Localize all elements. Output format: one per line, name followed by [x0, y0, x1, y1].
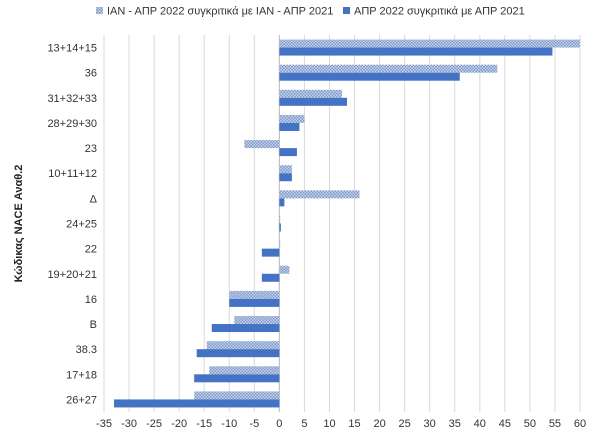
bar-jan-apr-1 [279, 64, 498, 73]
bar-apr-10 [229, 298, 280, 307]
category-label: 36 [85, 68, 97, 80]
bar-apr-1 [279, 72, 460, 81]
bar-jan-apr-14 [194, 391, 280, 400]
bar-jan-apr-13 [209, 366, 280, 375]
bar-apr-11 [211, 324, 280, 333]
x-tick-label: 0 [276, 418, 282, 430]
legend-swatch [343, 7, 350, 14]
bar-apr-0 [279, 47, 553, 56]
x-tick-label: 60 [574, 418, 586, 430]
bar-apr-9 [261, 273, 280, 282]
x-tick-label: 5 [301, 418, 307, 430]
bar-jan-apr-6 [279, 190, 360, 199]
x-tick-label: -20 [171, 418, 187, 430]
bar-apr-7 [279, 223, 281, 232]
x-tick-label: -15 [196, 418, 212, 430]
category-label: 13+14+15 [47, 43, 97, 55]
bar-jan-apr-2 [279, 89, 342, 98]
bar-apr-12 [196, 349, 280, 358]
bar-jan-apr-4 [244, 140, 280, 149]
bar-jan-apr-11 [234, 316, 280, 325]
bar-apr-8 [261, 248, 280, 257]
category-label: 26+27 [66, 394, 97, 406]
x-tick-label: -30 [121, 418, 137, 430]
bar-jan-apr-5 [279, 165, 292, 174]
legend: ΙΑΝ - ΑΠΡ 2022 συγκριτικά με ΙΑΝ - ΑΠΡ 2… [96, 6, 525, 18]
bar-apr-2 [279, 97, 348, 106]
bar-apr-14 [114, 399, 280, 408]
x-tick-label: 50 [524, 418, 536, 430]
x-tick-label: 35 [449, 418, 461, 430]
bar-jan-apr-0 [279, 39, 580, 48]
x-tick-label: -25 [146, 418, 162, 430]
x-tick-label: 55 [549, 418, 561, 430]
category-label: 38.3 [76, 344, 97, 356]
bar-jan-apr-9 [279, 265, 290, 274]
category-label: 16 [85, 294, 97, 306]
bar-jan-apr-8 [279, 240, 281, 249]
x-axis-labels: -35 -30 -25 -20 -15 -10 -5 0 5 10 15 20 25 30 35 40 45 50… [96, 418, 586, 430]
y-axis-labels: 13+14+15 36 31+32+33 28+29+30 23 10+11+12 Δ 24+… [47, 43, 97, 407]
category-label: 22 [85, 244, 97, 256]
bars [114, 39, 580, 408]
category-label: 23 [85, 143, 97, 155]
category-label: 31+32+33 [47, 93, 97, 105]
bar-apr-4 [279, 148, 297, 157]
legend-label: ΑΠΡ 2022 συγκριτικά με ΑΠΡ 2021 [354, 6, 525, 18]
category-label: B [90, 319, 97, 331]
category-label: 24+25 [66, 219, 97, 231]
x-tick-label: 25 [399, 418, 411, 430]
x-tick-label: -10 [221, 418, 237, 430]
bar-apr-13 [194, 374, 280, 383]
category-label: 10+11+12 [48, 168, 97, 180]
legend-label: ΙΑΝ - ΑΠΡ 2022 συγκριτικά με ΙΑΝ - ΑΠΡ 2… [107, 6, 333, 18]
category-label: 19+20+21 [47, 269, 97, 281]
bar-apr-5 [279, 173, 292, 182]
bar-apr-6 [279, 198, 285, 207]
bar-jan-apr-3 [279, 114, 305, 123]
x-tick-label: 45 [499, 418, 511, 430]
x-tick-label: -35 [96, 418, 112, 430]
x-tick-label: -5 [249, 418, 259, 430]
x-tick-label: 30 [424, 418, 436, 430]
category-label: 28+29+30 [47, 118, 97, 130]
x-tick-label: 15 [348, 418, 360, 430]
bar-jan-apr-12 [206, 341, 280, 350]
x-tick-label: 40 [474, 418, 486, 430]
category-label: Δ [90, 193, 98, 205]
gridlines [103, 35, 581, 412]
x-tick-label: 20 [373, 418, 385, 430]
x-tick-label: 10 [323, 418, 335, 430]
legend-swatch [96, 7, 103, 14]
category-label: 17+18 [66, 369, 97, 381]
bar-jan-apr-7 [279, 215, 281, 224]
bar-apr-3 [279, 122, 300, 131]
y-axis-title: Κώδικας NACE Αναθ.2 [13, 165, 25, 283]
bar-jan-apr-10 [229, 290, 280, 299]
